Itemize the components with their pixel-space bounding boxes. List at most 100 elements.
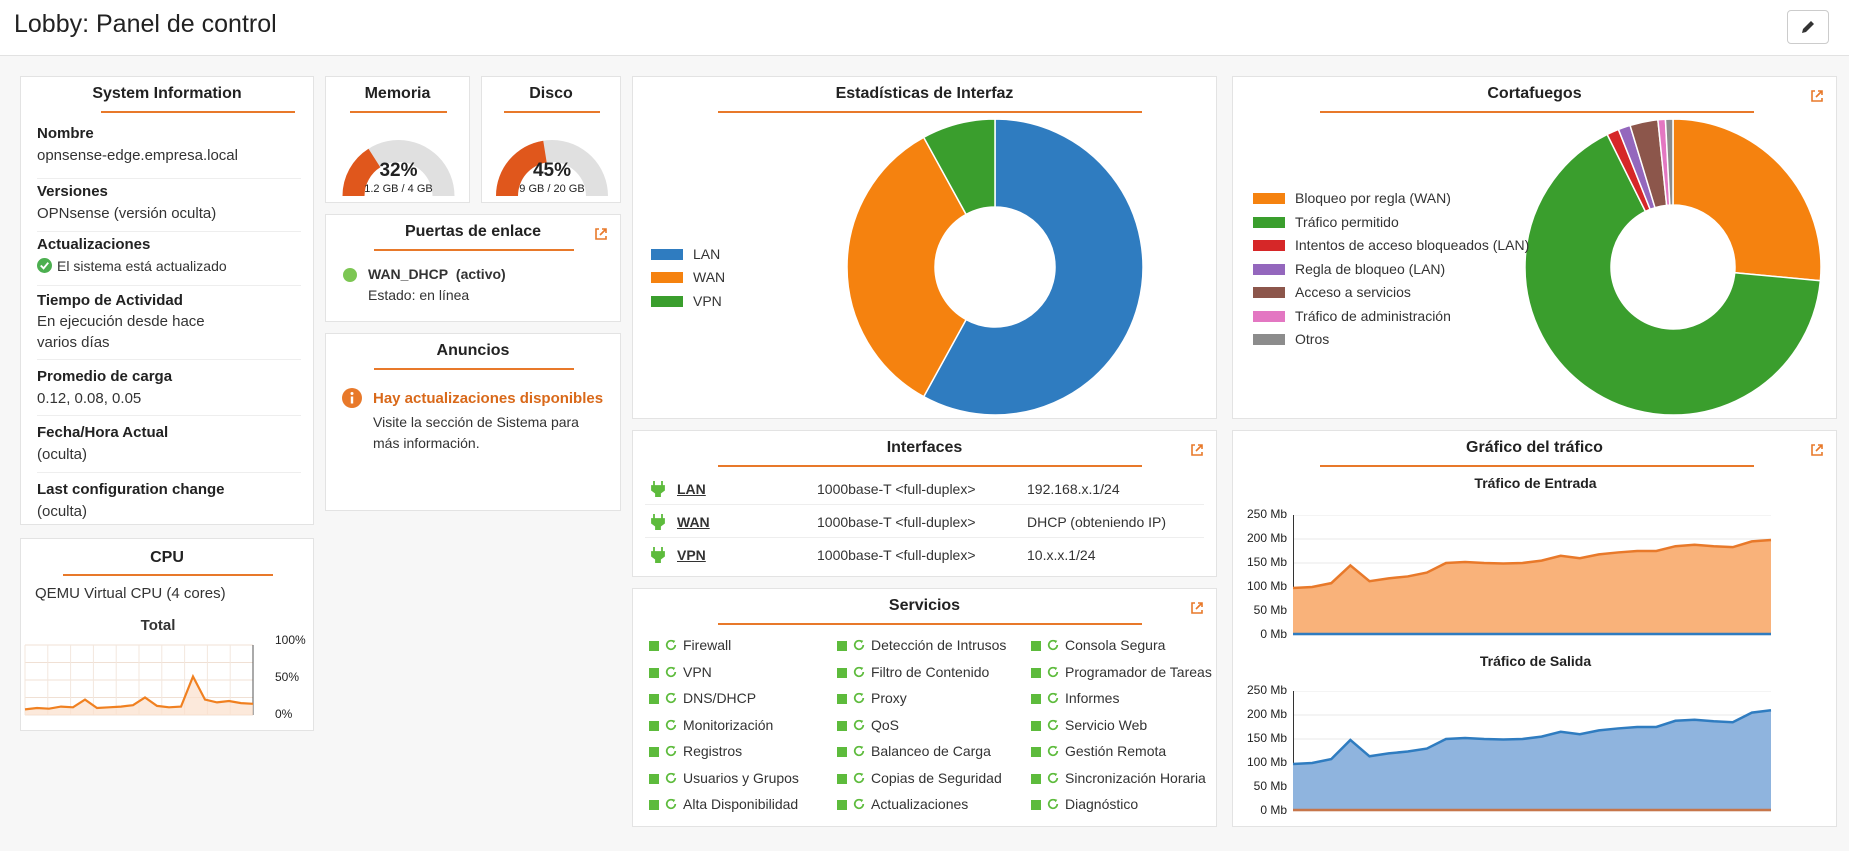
legend-item: Acceso a servicios <box>1253 284 1411 300</box>
interface-link-wan[interactable]: WAN <box>677 514 710 530</box>
widget-title: Cortafuegos <box>1487 85 1582 102</box>
interface-donut-chart <box>846 118 1144 416</box>
service-running-indicator <box>649 641 659 651</box>
widget-title: Interfaces <box>886 439 963 456</box>
cpu-tick-0: 0% <box>275 707 293 721</box>
service-item: Detección de Intrusos <box>837 637 1006 653</box>
service-item: Sincronización Horaria <box>1031 770 1206 786</box>
restart-icon[interactable] <box>853 745 865 757</box>
legend-item: Bloqueo por regla (WAN) <box>1253 190 1451 206</box>
services-widget: Servicios Firewall VPN DNS/DHCP Monitorizac… <box>632 588 1217 827</box>
cpu-area <box>25 676 253 715</box>
restart-icon[interactable] <box>853 639 865 651</box>
in-tick-label: 150 Mb <box>1246 555 1287 569</box>
service-item: Servicio Web <box>1031 717 1147 733</box>
service-running-indicator <box>649 773 659 784</box>
service-item: Actualizaciones <box>837 796 968 812</box>
restart-icon[interactable] <box>665 666 677 678</box>
in-tick-label: 200 Mb <box>1246 531 1287 545</box>
table-row: VPN 1000base-T <full-duplex> 10.x.x.1/24 <box>645 539 1204 571</box>
page-title: Lobby: Panel de control <box>14 10 277 38</box>
restart-icon[interactable] <box>1047 745 1059 757</box>
inbound-traffic-chart <box>1293 515 1772 636</box>
service-running-indicator <box>837 800 847 810</box>
service-running-indicator <box>837 747 847 757</box>
service-name: Proxy <box>871 690 907 706</box>
out-tick-label: 250 Mb <box>1246 683 1287 697</box>
external-link-icon[interactable] <box>1810 89 1824 103</box>
cpu-widget: CPU QEMU Virtual CPU (4 cores) Total 100… <box>20 538 314 731</box>
widget-title: Gráfico del tráfico <box>1466 439 1603 456</box>
out-tick-label: 0 Mb <box>1260 803 1287 817</box>
restart-icon[interactable] <box>1047 798 1059 810</box>
memory-percent: 32% <box>379 160 418 181</box>
service-running-indicator <box>1031 800 1041 810</box>
traffic-line <box>1293 708 1772 766</box>
in-tick-label: 100 Mb <box>1246 579 1287 593</box>
external-link-icon[interactable] <box>594 227 608 241</box>
gateway-state-tag: (activo) <box>455 266 506 282</box>
announcement-line1: Visite la sección de Sistema para <box>373 414 579 430</box>
service-item: Registros <box>649 743 742 759</box>
slice-vpn <box>922 118 996 216</box>
restart-icon[interactable] <box>1047 639 1059 651</box>
interface-link-vpn[interactable]: VPN <box>677 547 706 563</box>
service-running-indicator <box>837 694 847 704</box>
external-link-icon[interactable] <box>1810 443 1824 457</box>
external-link-icon[interactable] <box>1190 443 1204 457</box>
interface-statistics-widget: Estadísticas de Interfaz LAN WAN VPN <box>632 76 1217 419</box>
restart-icon[interactable] <box>665 719 677 731</box>
gateways-widget: Puertas de enlace WAN_DHCP (activo) Esta… <box>325 214 621 322</box>
interface-link-lan[interactable]: LAN <box>677 481 706 497</box>
service-name: QoS <box>871 716 900 733</box>
memory-widget: Memoria 32% 1.2 GB / 4 GB <box>325 76 470 203</box>
service-running-indicator <box>837 667 847 678</box>
announcement-line2: más información. <box>373 435 480 451</box>
service-running-indicator <box>1031 747 1041 757</box>
widget-title: System Information <box>92 85 242 102</box>
traffic-area <box>1293 539 1771 635</box>
service-running-indicator <box>1031 720 1041 731</box>
external-link-icon[interactable] <box>1190 601 1204 615</box>
restart-icon[interactable] <box>853 692 865 704</box>
slice-lan <box>922 118 1144 416</box>
restart-icon[interactable] <box>853 798 865 810</box>
traffic-line <box>1293 538 1772 590</box>
service-item: Proxy <box>837 690 907 706</box>
restart-icon[interactable] <box>665 639 677 651</box>
service-name: Firewall <box>683 637 732 653</box>
service-name: Alta Disponibilidad <box>683 796 799 812</box>
restart-icon[interactable] <box>1047 666 1059 678</box>
disk-percent: 45% <box>532 160 572 181</box>
edit-dashboard-button[interactable] <box>1787 10 1829 44</box>
restart-icon[interactable] <box>665 692 677 704</box>
in-tick-label: 0 Mb <box>1260 627 1287 641</box>
in-tick-label: 250 Mb <box>1246 507 1287 521</box>
plug-icon <box>651 514 665 530</box>
interfaces-widget: Interfaces LAN 1000base-T <full-duplex> … <box>632 430 1217 577</box>
service-name: Usuarios y Grupos <box>683 769 799 786</box>
restart-icon[interactable] <box>1047 692 1059 704</box>
restart-icon[interactable] <box>1047 772 1059 784</box>
service-name: Registros <box>683 743 743 759</box>
service-running-indicator <box>837 720 847 731</box>
service-name: Filtro de Contenido <box>871 663 990 680</box>
restart-icon[interactable] <box>853 666 865 678</box>
gauge-fill <box>496 140 547 196</box>
restart-icon[interactable] <box>665 772 677 784</box>
restart-icon[interactable] <box>665 745 677 757</box>
cpu-model: QEMU Virtual CPU (4 cores) <box>35 585 226 602</box>
service-item: Balanceo de Carga <box>837 743 991 759</box>
restart-icon[interactable] <box>853 719 865 731</box>
restart-icon[interactable] <box>665 798 677 810</box>
restart-icon[interactable] <box>1047 719 1059 731</box>
service-name: Actualizaciones <box>871 796 969 812</box>
service-running-indicator <box>649 720 659 731</box>
service-item: Monitorización <box>649 717 773 733</box>
service-item: Diagnóstico <box>1031 796 1138 812</box>
restart-icon[interactable] <box>853 772 865 784</box>
service-item: Copias de Seguridad <box>837 770 1002 786</box>
service-name: DNS/DHCP <box>683 690 757 706</box>
info-row-promedio-carga: Promedio de carga 0.12, 0.08, 0.05 <box>37 360 301 416</box>
info-icon <box>342 388 362 408</box>
